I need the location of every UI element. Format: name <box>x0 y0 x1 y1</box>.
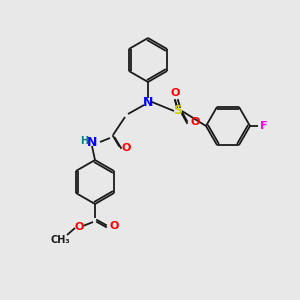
Text: O: O <box>74 222 84 232</box>
Text: F: F <box>260 121 268 131</box>
Text: N: N <box>87 136 97 148</box>
Text: N: N <box>143 95 153 109</box>
Text: CH₃: CH₃ <box>50 235 70 245</box>
Text: S: S <box>173 104 182 118</box>
Text: O: O <box>170 88 180 98</box>
Text: O: O <box>190 117 200 127</box>
Text: O: O <box>109 221 119 231</box>
Text: O: O <box>121 143 131 153</box>
Text: H: H <box>80 136 88 146</box>
